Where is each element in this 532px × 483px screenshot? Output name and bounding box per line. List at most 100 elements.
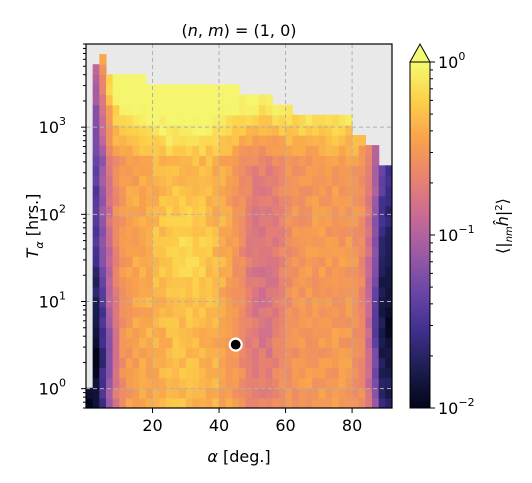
heatmap-cell <box>265 347 273 359</box>
heatmap-cell <box>119 215 127 227</box>
heatmap-cell <box>185 327 194 338</box>
heatmap-cell <box>105 347 114 359</box>
heatmap-cell <box>345 327 353 338</box>
heatmap-cell <box>232 215 240 227</box>
heatmap-cell <box>205 357 213 369</box>
heatmap-cell <box>239 246 247 257</box>
heatmap-cell <box>119 104 127 116</box>
heatmap-cell <box>278 357 287 369</box>
heatmap-cell <box>245 296 253 308</box>
heatmap-cell <box>99 155 107 166</box>
heatmap-cell <box>272 135 280 146</box>
heatmap-cell <box>345 246 353 257</box>
heatmap-cell <box>225 215 233 227</box>
heatmap-cell <box>192 104 200 116</box>
heatmap-cell <box>159 387 167 399</box>
heatmap-cell <box>152 84 160 96</box>
heatmap-cell <box>338 205 347 217</box>
heatmap-cell <box>205 367 213 379</box>
heatmap-cell <box>385 236 392 247</box>
heatmap-cell <box>338 266 347 278</box>
heatmap-cell <box>199 266 207 278</box>
heatmap-cell <box>385 357 392 369</box>
heatmap-cell <box>205 114 213 126</box>
heatmap-cell <box>285 145 293 156</box>
heatmap-cell <box>99 367 107 379</box>
heatmap-cell <box>179 84 187 96</box>
heatmap-cell <box>325 357 333 369</box>
heatmap-cell <box>132 337 140 348</box>
heatmap-cell <box>292 377 300 389</box>
heatmap-cell <box>92 367 100 379</box>
heatmap-cell <box>132 94 140 106</box>
heatmap-cell <box>345 114 353 126</box>
heatmap-cell <box>345 337 353 348</box>
heatmap-cell <box>232 124 240 136</box>
heatmap-cell <box>305 367 313 379</box>
heatmap-cell <box>185 357 194 369</box>
heatmap-cell <box>192 145 200 156</box>
heatmap-cell <box>165 135 174 146</box>
y-axis: 100 101 102 103 <box>39 43 86 409</box>
heatmap-cell <box>232 327 240 338</box>
heatmap-cell <box>265 367 273 379</box>
heatmap-cell <box>225 387 233 399</box>
heatmap-cell <box>205 215 213 227</box>
heatmap-cell <box>225 94 233 106</box>
heatmap-cell <box>232 266 240 278</box>
heatmap-cell <box>119 205 127 217</box>
heatmap-cell <box>159 296 167 308</box>
heatmap-cell <box>285 387 293 399</box>
heatmap-cell <box>112 337 120 348</box>
heatmap-cell <box>385 347 392 359</box>
heatmap-cell <box>338 327 347 338</box>
x-tick-label: 60 <box>275 416 295 435</box>
heatmap-cell <box>245 215 253 227</box>
heatmap-cell <box>239 175 247 187</box>
heatmap-cell <box>305 276 313 288</box>
heatmap-cell <box>119 266 127 278</box>
heatmap-cell <box>245 114 253 126</box>
heatmap-cell <box>278 387 287 399</box>
heatmap-cell <box>305 175 313 187</box>
heatmap-cell <box>125 205 134 217</box>
heatmap-cell <box>139 135 147 146</box>
heatmap-cell <box>92 64 100 75</box>
heatmap-cell <box>205 327 213 338</box>
heatmap-cell <box>192 94 200 106</box>
heatmap-cell <box>172 377 180 389</box>
heatmap-cell <box>312 276 320 288</box>
heatmap-cell <box>312 337 320 348</box>
heatmap-cell <box>385 215 392 227</box>
heatmap-cell <box>278 236 287 247</box>
heatmap-cell <box>292 145 300 156</box>
heatmap-cell <box>165 256 174 268</box>
heatmap-cell <box>378 226 386 237</box>
heatmap-cell <box>152 215 160 227</box>
heatmap-cell <box>199 155 207 166</box>
heatmap-cell <box>219 226 227 237</box>
heatmap-cell <box>152 256 160 268</box>
heatmap-cell <box>292 226 300 237</box>
heatmap-cell <box>185 246 194 257</box>
heatmap-cell <box>318 135 327 146</box>
heatmap-cell <box>292 337 300 348</box>
heatmap-cell <box>365 215 373 227</box>
heatmap-cell <box>252 286 260 298</box>
heatmap-cell <box>258 165 267 177</box>
heatmap-cell <box>285 135 293 146</box>
heatmap-cell <box>152 367 160 379</box>
heatmap-cell <box>325 114 333 126</box>
heatmap-cell <box>352 296 360 308</box>
heatmap-cell <box>378 276 386 288</box>
heatmap-cell <box>332 327 340 338</box>
heatmap-cell <box>172 327 180 338</box>
heatmap-cell <box>278 246 287 257</box>
heatmap-cell <box>292 205 300 217</box>
heatmap-cell <box>312 185 320 197</box>
heatmap-cell <box>272 367 280 379</box>
heatmap-cell <box>352 175 360 187</box>
heatmap-cell <box>345 195 353 207</box>
heatmap-cell <box>205 205 213 217</box>
heatmap-cell <box>145 175 154 187</box>
